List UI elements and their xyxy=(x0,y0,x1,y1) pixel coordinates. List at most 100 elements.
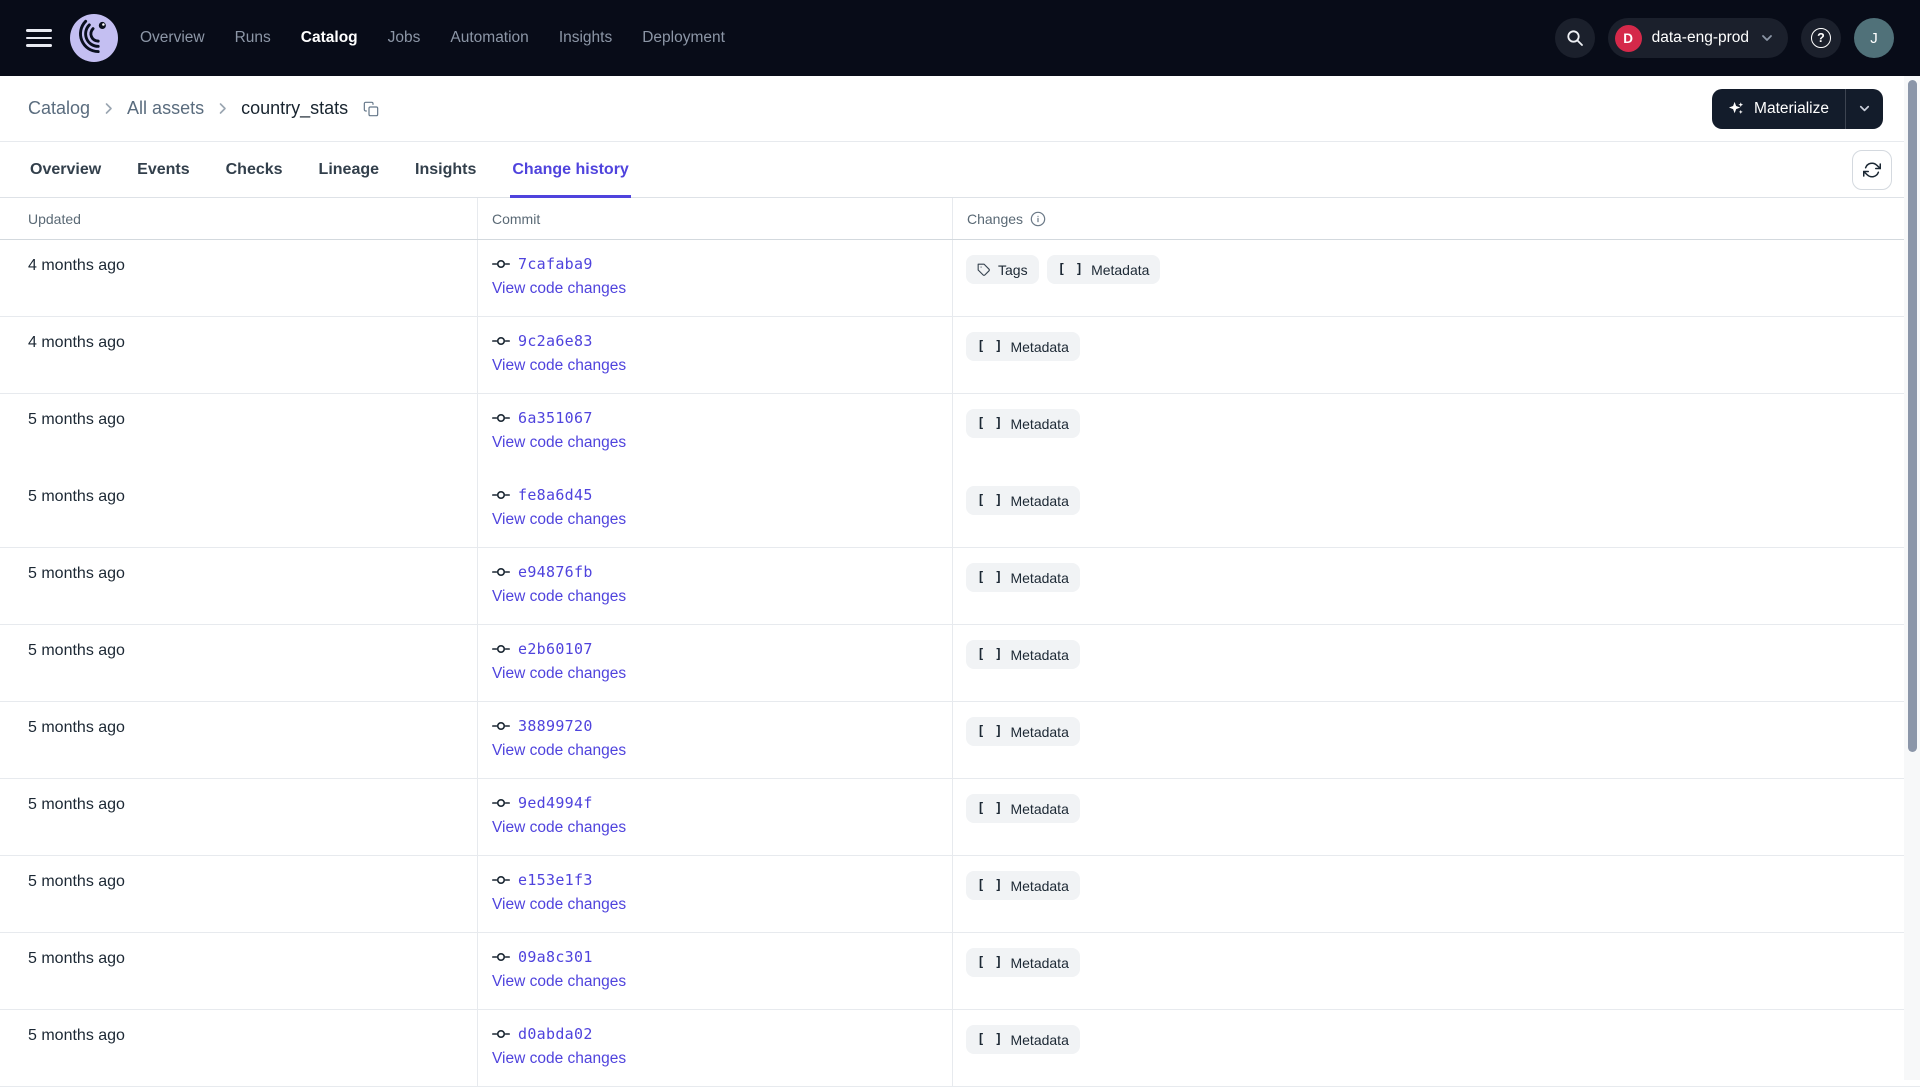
commit-link[interactable]: 7cafaba9 xyxy=(518,255,593,273)
scrollbar-thumb[interactable] xyxy=(1907,80,1917,752)
materialize-button[interactable]: Materialize xyxy=(1712,89,1845,129)
tab-overview[interactable]: Overview xyxy=(28,142,103,197)
view-code-changes-link[interactable]: View code changes xyxy=(492,357,627,374)
deployment-switcher[interactable]: D data-eng-prod xyxy=(1607,18,1788,58)
materialize-split-button: Materialize xyxy=(1712,88,1883,129)
view-code-changes-link[interactable]: View code changes xyxy=(492,665,627,682)
nav-item-runs[interactable]: Runs xyxy=(234,29,271,46)
breadcrumb-link-all-assets[interactable]: All assets xyxy=(127,98,205,118)
asset-name: country_stats xyxy=(241,98,349,118)
breadcrumb-link-catalog[interactable]: Catalog xyxy=(28,98,91,118)
view-code-changes-link[interactable]: View code changes xyxy=(492,588,627,605)
metadata-brackets-icon: [ ] xyxy=(977,955,1004,970)
commit-cell-wrap: 7cafaba9 View code changes xyxy=(477,240,952,316)
info-icon[interactable] xyxy=(1030,211,1046,227)
search-button[interactable] xyxy=(1554,18,1595,58)
view-code-changes-link[interactable]: View code changes xyxy=(492,1050,627,1067)
commit-link[interactable]: e153e1f3 xyxy=(518,871,593,889)
nav-item-deployment[interactable]: Deployment xyxy=(642,29,725,46)
chevron-right-icon xyxy=(105,103,112,114)
user-avatar[interactable]: J xyxy=(1854,18,1894,58)
refresh-button[interactable] xyxy=(1852,149,1892,190)
updated-cell: 5 months ago xyxy=(28,719,125,736)
change-badge: [ ] Metadata xyxy=(966,794,1080,823)
badge-label: Metadata xyxy=(1010,415,1069,432)
nav-item-automation[interactable]: Automation xyxy=(450,29,529,46)
metadata-brackets-icon: [ ] xyxy=(977,339,1004,354)
copy-icon xyxy=(363,101,379,116)
topnav-right: D data-eng-prod ? J xyxy=(1554,18,1894,58)
commit-cell-wrap: 6a351067 View code changes xyxy=(477,394,952,471)
hamburger-menu-button[interactable] xyxy=(26,29,52,47)
changes-cell: [ ] Metadata xyxy=(952,471,1920,547)
help-button[interactable]: ? xyxy=(1801,18,1841,58)
view-code-changes-link[interactable]: View code changes xyxy=(492,896,627,913)
tab-change-history[interactable]: Change history xyxy=(510,142,632,198)
badge-label: Metadata xyxy=(1010,492,1069,509)
changes-cell: [ ] Metadata xyxy=(952,933,1920,1009)
metadata-brackets-icon: [ ] xyxy=(1057,262,1085,277)
search-icon xyxy=(1567,30,1583,46)
tab-insights[interactable]: Insights xyxy=(413,142,478,197)
commit-icon xyxy=(492,798,510,808)
commit-cell-wrap: e153e1f3 View code changes xyxy=(477,856,952,932)
commit-link[interactable]: 9ed4994f xyxy=(518,794,593,812)
badge-label: Metadata xyxy=(1010,569,1069,586)
table-row: 5 months ago d0abda02 View code changes … xyxy=(0,1010,1920,1087)
commit-link[interactable]: d0abda02 xyxy=(518,1025,593,1043)
scrollbar-track xyxy=(1904,76,1920,1080)
updated-cell: 4 months ago xyxy=(28,334,125,351)
view-code-changes-link[interactable]: View code changes xyxy=(492,819,627,836)
nav-item-overview[interactable]: Overview xyxy=(140,29,205,46)
change-badge: [ ] Metadata xyxy=(966,486,1080,515)
metadata-brackets-icon: [ ] xyxy=(977,493,1004,508)
view-code-changes-link[interactable]: View code changes xyxy=(492,973,627,990)
commit-cell-wrap: 9ed4994f View code changes xyxy=(477,779,952,855)
changes-cell: [ ] Metadata xyxy=(952,1010,1920,1086)
commit-link[interactable]: 6a351067 xyxy=(518,409,593,427)
updated-cell: 5 months ago xyxy=(28,873,125,890)
commit-cell-wrap: 9c2a6e83 View code changes xyxy=(477,317,952,393)
change-badge: [ ] Metadata xyxy=(966,871,1080,900)
tab-events[interactable]: Events xyxy=(135,142,191,197)
commit-link[interactable]: 9c2a6e83 xyxy=(518,332,593,350)
commit-link[interactable]: e94876fb xyxy=(518,563,593,581)
badge-label: Metadata xyxy=(1010,723,1069,740)
tab-lineage[interactable]: Lineage xyxy=(317,142,381,197)
breadcrumb: Catalog All assets country_stats xyxy=(28,98,381,119)
commit-link[interactable]: 38899720 xyxy=(518,717,593,735)
changes-cell: [ ] Metadata xyxy=(952,394,1920,471)
view-code-changes-link[interactable]: View code changes xyxy=(492,511,627,528)
badge-label: Metadata xyxy=(1010,954,1069,971)
commit-icon xyxy=(492,952,510,962)
commit-icon xyxy=(492,721,510,731)
commit-link[interactable]: fe8a6d45 xyxy=(518,486,593,504)
view-code-changes-link[interactable]: View code changes xyxy=(492,280,627,297)
column-header-changes: Changes xyxy=(952,198,1920,239)
changes-cell: [ ] Metadata xyxy=(952,702,1920,778)
updated-cell: 5 months ago xyxy=(28,411,125,428)
column-header-commit: Commit xyxy=(477,198,952,239)
change-badge: [ ] Metadata xyxy=(1046,255,1161,284)
badge-label: Metadata xyxy=(1091,261,1150,278)
commit-link[interactable]: 09a8c301 xyxy=(518,948,593,966)
commit-cell-wrap: e94876fb View code changes xyxy=(477,548,952,624)
commit-icon xyxy=(492,1029,510,1039)
table-row: 5 months ago 38899720 View code changes … xyxy=(0,702,1920,779)
materialize-options-button[interactable] xyxy=(1845,88,1883,129)
view-code-changes-link[interactable]: View code changes xyxy=(492,742,627,759)
nav-item-catalog[interactable]: Catalog xyxy=(300,29,358,46)
nav-item-jobs[interactable]: Jobs xyxy=(387,29,421,46)
sparkles-icon xyxy=(1728,101,1744,114)
view-code-changes-link[interactable]: View code changes xyxy=(492,434,627,451)
asset-tabs: Overview Events Checks Lineage Insights Chang… xyxy=(28,142,632,198)
commit-cell-wrap: e2b60107 View code changes xyxy=(477,625,952,701)
materialize-label: Materialize xyxy=(1754,99,1829,117)
chevron-down-icon xyxy=(1859,105,1870,112)
change-history-rows: 4 months ago 7cafaba9 View code changes … xyxy=(0,240,1920,1087)
asset-header: Catalog All assets country_stats Materia… xyxy=(0,76,1920,142)
tab-checks[interactable]: Checks xyxy=(224,142,285,197)
commit-link[interactable]: e2b60107 xyxy=(518,640,593,658)
nav-item-insights[interactable]: Insights xyxy=(558,29,613,46)
copy-asset-name-button[interactable] xyxy=(361,99,381,119)
